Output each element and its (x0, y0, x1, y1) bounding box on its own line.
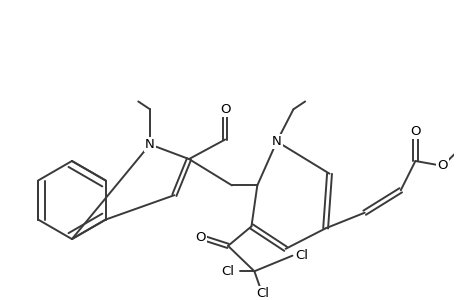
Text: Cl: Cl (221, 265, 234, 278)
Text: Cl: Cl (295, 249, 308, 262)
Text: N: N (145, 138, 155, 151)
Text: O: O (409, 125, 420, 138)
Text: O: O (195, 231, 206, 244)
Text: O: O (437, 159, 447, 172)
Text: O: O (219, 103, 230, 116)
Text: N: N (271, 135, 281, 148)
Text: Cl: Cl (256, 287, 269, 300)
